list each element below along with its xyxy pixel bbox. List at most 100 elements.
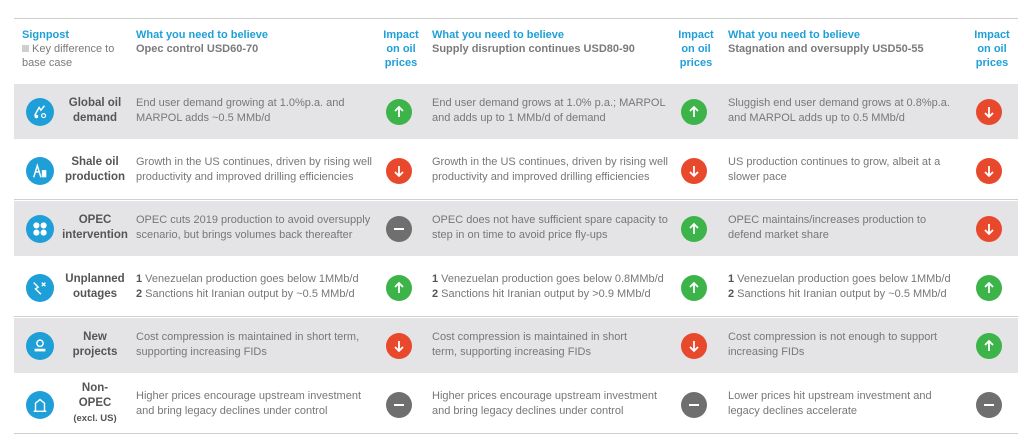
text-line-2: supporting increasing FIDs: [136, 346, 267, 358]
item-text: Sanctions hit Iranian output by ~0.5 MMb…: [142, 287, 355, 300]
text-line-2: and bring legacy declines under control: [432, 404, 624, 417]
scenario-1-text: OPEC cuts 2019 production to avoid overs…: [136, 213, 378, 243]
text-line-1: Growth in the US continues, driven by ri…: [432, 155, 668, 168]
text-line-2: increasing FIDs: [728, 346, 805, 358]
item-text: Sanctions hit Iranian output by ~0.5 MMb…: [734, 287, 947, 300]
text-line-2: productivity and improved drilling effic…: [432, 170, 650, 183]
oil-demand-icon: [26, 98, 54, 126]
impact-neutral-icon: [976, 391, 1002, 418]
impact-heading-3: Impact on oil prices: [974, 29, 1010, 69]
text-line-1: 1 Venezuelan production goes below 1MMb/…: [136, 272, 378, 287]
scenario-2-text: OPEC does not have sufficient spare capa…: [432, 213, 674, 243]
signpost-label: Global oil demand: [60, 96, 130, 126]
impact-up-arrow-icon: [976, 274, 1002, 301]
signpost-label-line: Unplanned: [65, 272, 125, 285]
scenario-1-text: 1 Venezuelan production goes below 1MMb/…: [136, 272, 378, 302]
impact-down-arrow-icon: [681, 157, 707, 184]
text-line-1: OPEC maintains/increases production to: [728, 214, 927, 226]
outage-icon: [26, 273, 54, 302]
text-line-2: defend market share: [728, 229, 829, 241]
item-number: 1: [728, 272, 735, 285]
scenario-2-text: Growth in the US continues, driven by ri…: [432, 155, 674, 185]
text-line-2: 2 Sanctions hit Iranian output by >0.9 M…: [432, 287, 674, 302]
scenario-3-text: Cost compression is not enough to suppor…: [728, 330, 970, 360]
impact-up-arrow-icon: [976, 333, 1002, 359]
table-row: Shale oil production Growth in the US cont…: [14, 143, 1018, 198]
impact-up-arrow-icon: [681, 216, 707, 242]
impact-neutral-icon: [386, 216, 412, 242]
text-line-2: legacy declines accelerate: [728, 404, 858, 417]
text-line-1: End user demand grows at 1.0% p.a.; MARP…: [432, 97, 666, 109]
scenario-1-text: Higher prices encourage upstream investm…: [136, 389, 378, 419]
signpost-label-line: demand: [72, 112, 118, 124]
impact-up-arrow-icon: [386, 99, 412, 125]
scenario-1-heading: What you need to believe: [136, 29, 269, 41]
text-line-2: and bring legacy declines under control: [136, 404, 328, 417]
signpost-label: OPEC intervention: [60, 213, 130, 243]
scenario-3-text: OPEC maintains/increases production to de…: [728, 213, 970, 243]
text-line-1: Higher prices encourage upstream investm…: [432, 389, 658, 402]
scenario-2-text: End user demand grows at 1.0% p.a.; MARP…: [432, 96, 674, 126]
scenario-2-text: 1 Venezuelan production goes below 0.8MM…: [432, 272, 674, 302]
impact-heading-1: Impact on oil prices: [383, 29, 419, 69]
signpost-label-line: projects: [72, 346, 118, 358]
scenario-3-text: US production continues to grow, albeit …: [728, 155, 970, 185]
impact-up-arrow-icon: [681, 274, 707, 301]
scenario-1-text: Growth in the US continues, driven by ri…: [136, 155, 378, 185]
text-line-2: step in on time to avoid price fly-ups: [432, 229, 608, 241]
text-line-2: scenario, but brings volumes back therea…: [136, 229, 353, 241]
scenario-2-heading: What you need to believe: [432, 29, 565, 41]
text-line-2: productivity and improved drilling effic…: [136, 170, 354, 183]
impact-down-arrow-icon: [976, 99, 1002, 125]
text-line-1: End user demand growing at 1.0%p.a. and: [136, 97, 345, 109]
scenario-3-text: Sluggish end user demand grows at 0.8%p.…: [728, 96, 970, 126]
scenario-3-text: 1 Venezuelan production goes below 1MMb/…: [728, 272, 970, 302]
row-divider: [14, 432, 1018, 434]
scenario-2-subtitle: Supply disruption continues USD80-90: [432, 43, 635, 55]
item-number: 2: [728, 287, 735, 300]
text-line-2: and adds up to 1 MMb/d of demand: [432, 112, 606, 124]
opec-logo-icon: [26, 215, 54, 243]
text-line-2: 2 Sanctions hit Iranian output by ~0.5 M…: [728, 287, 970, 302]
table-row: OPEC intervention OPEC cuts 2019 productio…: [14, 201, 1018, 256]
swatch-icon: [22, 45, 29, 52]
text-line-2: MARPOL adds ~0.5 MMb/d: [136, 112, 271, 124]
item-number: 2: [432, 287, 439, 300]
item-number: 2: [136, 287, 143, 300]
signpost-heading: Signpost: [22, 29, 70, 41]
scenario-3-text: Lower prices hit upstream investment and…: [728, 389, 970, 419]
signpost-label-line: production: [64, 170, 126, 183]
impact-down-arrow-icon: [976, 216, 1002, 242]
signpost-label-line: intervention: [62, 229, 128, 241]
signpost-table: Signpost Key difference to base case Wha…: [14, 18, 1018, 434]
row-divider: [14, 315, 1018, 317]
non-opec-icon: [26, 390, 54, 419]
text-line-2: and MARPOL adds up to 0.5 MMb/d: [728, 112, 905, 124]
impact-neutral-icon: [386, 391, 412, 418]
text-line-2: slower pace: [728, 170, 787, 183]
scenario-1-text: End user demand growing at 1.0%p.a. and M…: [136, 96, 378, 126]
signpost-label-line: Non-: [81, 381, 109, 394]
impact-up-arrow-icon: [386, 274, 412, 301]
text-line-2: 2 Sanctions hit Iranian output by ~0.5 M…: [136, 287, 378, 302]
signpost-label-line: (excl. US): [73, 412, 117, 424]
signpost-label-line: outages: [72, 287, 118, 300]
text-line-1: Cost compression is maintained in short: [432, 331, 628, 343]
signpost-label-line: New: [83, 331, 107, 343]
text-line-1: Lower prices hit upstream investment and: [728, 389, 932, 402]
table-row: Non- OPEC (excl. US) Higher prices encourag…: [14, 377, 1018, 432]
text-line-2: term, supporting increasing FIDs: [432, 346, 591, 358]
scenario-2-text: Cost compression is maintained in short t…: [432, 330, 674, 360]
text-line-1: Cost compression is not enough to suppor…: [728, 331, 938, 343]
item-text: Venezuelan production goes below 1MMb/d: [734, 272, 951, 285]
signpost-label-line: OPEC: [78, 214, 112, 226]
table-row: Unplanned outages 1 Venezuelan production …: [14, 260, 1018, 315]
signpost-label-line: Shale oil: [71, 155, 119, 168]
item-text: Sanctions hit Iranian output by >0.9 MMb…: [438, 287, 651, 300]
text-line-1: OPEC does not have sufficient spare capa…: [432, 214, 668, 226]
scenario-3-heading: What you need to believe: [728, 29, 861, 41]
impact-neutral-icon: [681, 391, 707, 418]
impact-down-arrow-icon: [681, 333, 707, 359]
table-header: Signpost Key difference to base case Wha…: [14, 18, 1018, 81]
key-difference-label: Key difference to base case: [22, 43, 115, 69]
